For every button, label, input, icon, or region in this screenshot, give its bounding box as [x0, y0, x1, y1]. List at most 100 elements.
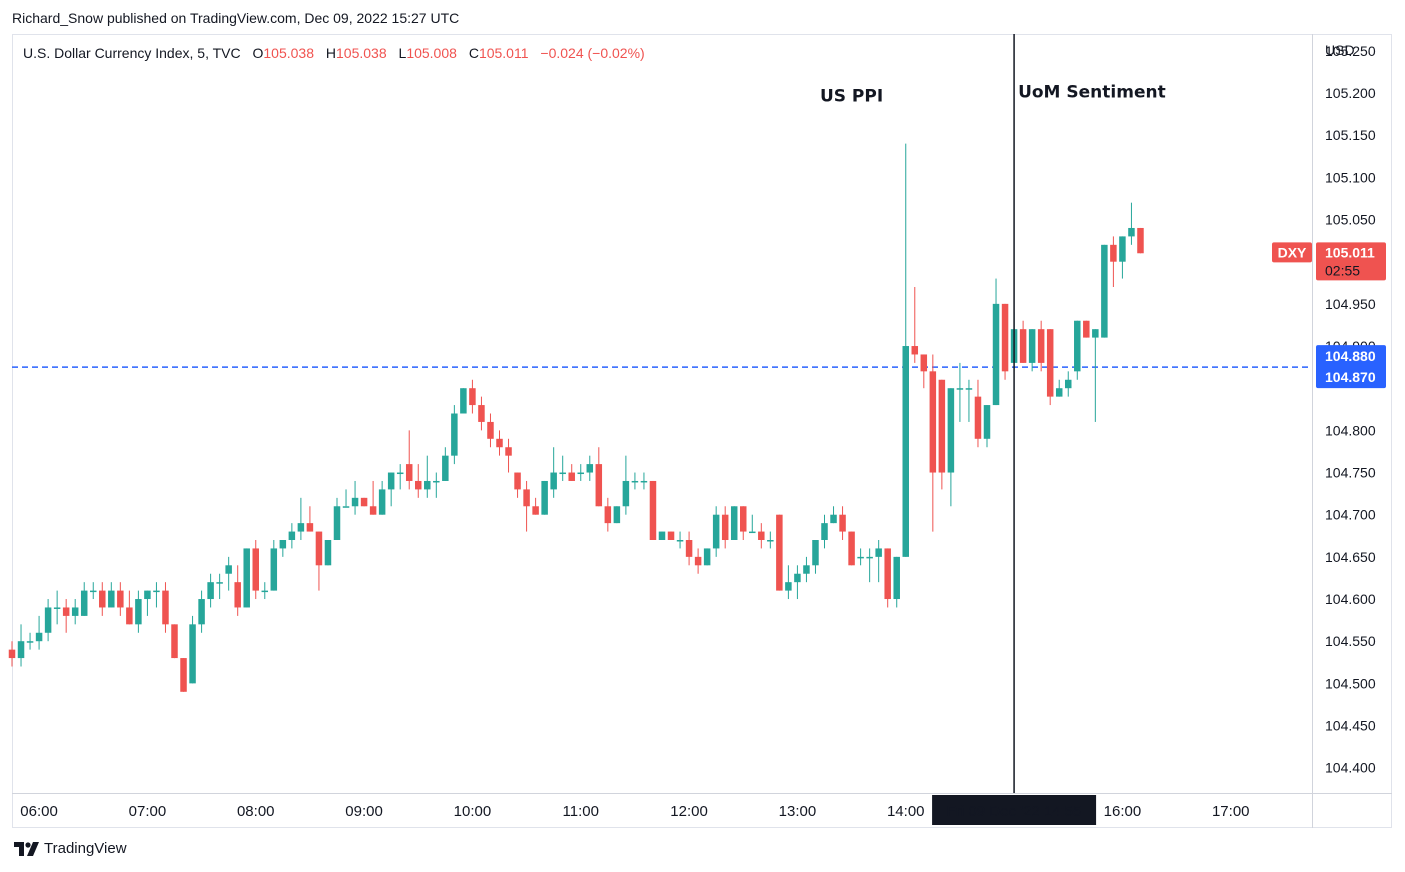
- time-axis[interactable]: 06:00 07:00 08:00 09:00 10:00 11:00 12:00 13:00…: [20, 803, 1249, 820]
- candle-body: [776, 514, 783, 591]
- tradingview-logo-icon: [14, 841, 39, 856]
- legend-open-value: 105.038: [263, 45, 314, 61]
- candle-body: [848, 531, 855, 566]
- annotation-label: UoM Sentiment: [1018, 82, 1166, 102]
- price-tick-label: 105.200: [1325, 85, 1376, 101]
- candle-body: [712, 514, 720, 549]
- candle-body: [180, 658, 187, 692]
- candle-body: [577, 472, 584, 475]
- time-tick-label: 08:00: [237, 803, 275, 820]
- candle-body: [189, 624, 196, 684]
- candle-body: [740, 506, 747, 532]
- tradingview-logo[interactable]: TradingView: [14, 840, 127, 857]
- candle-body: [279, 540, 287, 549]
- candle-body: [1046, 329, 1054, 397]
- candle-body: [1092, 329, 1099, 338]
- time-tick-label: 16:00: [1104, 803, 1142, 820]
- annotation-label: US PPI: [820, 86, 883, 106]
- candle-body: [703, 548, 711, 566]
- candle-body: [207, 582, 214, 600]
- candle-body: [297, 523, 305, 532]
- candle-body: [460, 388, 467, 414]
- price-tick-label: 104.550: [1325, 633, 1376, 649]
- price-tick-label: 104.400: [1325, 760, 1376, 776]
- candle-body: [306, 523, 314, 532]
- candle-body: [857, 556, 864, 559]
- price-tick-label: 105.250: [1325, 43, 1376, 59]
- candle-body: [252, 548, 259, 591]
- candle-body: [44, 607, 52, 633]
- time-tick-label: 09:00: [345, 803, 383, 820]
- candle-body: [1074, 320, 1081, 372]
- candle-body: [631, 480, 639, 483]
- candle-body: [162, 590, 169, 625]
- candle-body: [108, 590, 115, 608]
- candle-body: [62, 607, 70, 616]
- candle-body: [929, 371, 937, 473]
- candle-body: [1128, 227, 1135, 237]
- candle-body: [451, 413, 458, 456]
- bar-countdown: 02:55: [1325, 262, 1360, 278]
- candle-body: [622, 480, 630, 507]
- candle-body: [983, 405, 991, 439]
- price-tick-label: 104.500: [1325, 675, 1376, 691]
- legend-change: −0.024 (−0.02%): [540, 45, 645, 61]
- legend-high-value: 105.038: [336, 45, 387, 61]
- currency-label: USD: [1325, 42, 1355, 58]
- crosshair-time-label: Fri 09 Dec '22 14:55: [947, 803, 1082, 820]
- symbol-badge: [1272, 242, 1312, 263]
- candle-body: [884, 548, 891, 600]
- candle-body: [369, 506, 377, 515]
- price-tick-label: 104.450: [1325, 718, 1376, 734]
- candle-body: [90, 590, 97, 593]
- legend-open-label: O: [252, 45, 264, 61]
- candle-body: [469, 388, 476, 406]
- price-tick-label: 105.100: [1325, 169, 1376, 185]
- candle-body: [893, 556, 900, 600]
- candle-body: [17, 641, 25, 659]
- candle-body: [26, 641, 34, 643]
- legend-close-label: C: [468, 45, 479, 61]
- chart-frame[interactable]: [12, 34, 1392, 828]
- candle-body: [1137, 227, 1144, 254]
- candle-body: [640, 480, 648, 483]
- candle-body: [920, 354, 928, 372]
- candle-body: [803, 565, 810, 574]
- candle-body: [514, 472, 521, 490]
- candle-body: [378, 489, 386, 515]
- time-tick-label: 06:00: [20, 803, 58, 820]
- candle-body: [1001, 303, 1009, 372]
- candle-body: [947, 388, 955, 473]
- symbol-badge-label: DXY: [1278, 244, 1307, 260]
- publisher-line: Richard_Snow published on TradingView.co…: [12, 10, 460, 26]
- candle-body: [613, 506, 621, 524]
- candle-body: [505, 447, 512, 456]
- candle-body: [604, 506, 612, 524]
- candle-body: [965, 388, 973, 390]
- candle-body: [225, 565, 232, 574]
- candle-body: [767, 540, 774, 542]
- candle-body: [730, 506, 738, 540]
- candle-body: [153, 590, 160, 593]
- candle-body: [1110, 244, 1117, 262]
- time-tick-label: 11:00: [563, 803, 599, 820]
- legend-symbol: U.S. Dollar Currency Index, 5, TVC: [23, 45, 241, 61]
- candle-body: [694, 556, 702, 566]
- price-tick-label: 104.600: [1325, 591, 1376, 607]
- candle-body: [595, 464, 603, 507]
- candle-body: [992, 303, 1000, 406]
- candle-body: [496, 438, 503, 448]
- price-tick-label: 104.700: [1325, 507, 1376, 523]
- chart-legend: U.S. Dollar Currency Index, 5, TVC O105.…: [23, 45, 645, 61]
- candle-body: [270, 548, 278, 591]
- candle-body: [1019, 329, 1027, 363]
- candle-body: [685, 540, 693, 557]
- candle-body: [866, 556, 873, 559]
- last-price-value: 105.011: [1325, 244, 1375, 260]
- candle-body: [71, 607, 79, 616]
- price-axis[interactable]: 105.250 105.200 105.150 105.100 105.050 104.9…: [1325, 43, 1376, 776]
- candle-body: [35, 632, 43, 642]
- candle-body: [875, 548, 882, 557]
- price-tick-label: 105.050: [1325, 212, 1376, 228]
